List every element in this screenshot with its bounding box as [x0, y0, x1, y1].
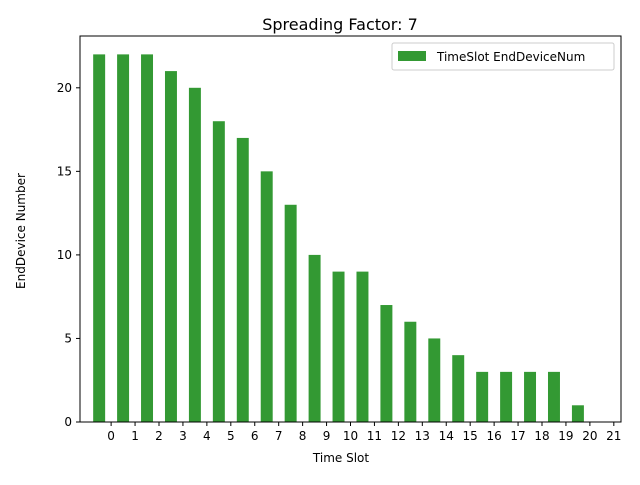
x-tick-label: 16	[486, 429, 501, 443]
bar-slot-19	[547, 371, 560, 422]
x-tick-label: 14	[439, 429, 454, 443]
bar-slot-12	[380, 305, 393, 422]
y-tick-label: 10	[57, 248, 72, 262]
x-tick-label: 0	[107, 429, 115, 443]
bar-slot-11	[356, 271, 369, 422]
bars-group	[93, 54, 584, 423]
bar-slot-2	[141, 54, 154, 422]
x-tick-label: 8	[299, 429, 307, 443]
x-tick-label: 17	[510, 429, 525, 443]
x-axis-ticks: 0 1 2 3 4 5 6 7 8 9 10 11 12 13 14 15 16 17 18 19 20 21	[107, 422, 621, 443]
bar-slot-4	[188, 87, 201, 423]
bar-slot-18	[524, 371, 537, 422]
bar-slot-0	[93, 54, 106, 422]
legend-label: TimeSlot EndDeviceNum	[436, 50, 585, 64]
x-tick-label: 2	[155, 429, 163, 443]
legend: TimeSlot EndDeviceNum	[391, 42, 615, 71]
bar-slot-9	[308, 254, 321, 422]
y-axis-ticks: 0 5 10 15 20	[57, 81, 80, 429]
x-tick-label: 11	[367, 429, 382, 443]
y-tick-label: 5	[64, 331, 72, 345]
legend-swatch	[398, 51, 426, 61]
bar-slot-3	[164, 71, 177, 422]
legend-box	[391, 42, 615, 71]
bar-slot-7	[260, 171, 273, 422]
x-tick-label: 3	[179, 429, 187, 443]
y-tick-label: 0	[64, 415, 72, 429]
bar-slot-10	[332, 271, 345, 422]
x-tick-label: 15	[463, 429, 478, 443]
x-tick-label: 5	[227, 429, 235, 443]
x-tick-label: 9	[323, 429, 331, 443]
plot-frame	[79, 35, 622, 423]
bar-slot-17	[500, 371, 513, 422]
bar-slot-14	[428, 338, 441, 422]
y-tick-label: 15	[57, 164, 72, 178]
x-tick-label: 13	[415, 429, 430, 443]
x-tick-label: 21	[606, 429, 621, 443]
bar-slot-15	[452, 355, 465, 422]
x-tick-label: 4	[203, 429, 211, 443]
x-tick-label: 6	[251, 429, 259, 443]
bar-slot-1	[117, 54, 130, 422]
x-tick-label: 12	[391, 429, 406, 443]
y-tick-label: 20	[57, 81, 72, 95]
chart-title: Spreading Factor: 7	[262, 15, 418, 34]
x-tick-label: 18	[534, 429, 549, 443]
x-tick-label: 20	[582, 429, 597, 443]
bar-slot-6	[236, 137, 249, 422]
bar-slot-20	[571, 405, 584, 422]
bar-slot-16	[476, 371, 489, 422]
x-tick-label: 1	[131, 429, 139, 443]
x-axis-label: Time Slot	[312, 451, 369, 465]
bar-slot-5	[212, 121, 225, 422]
x-tick-label: 7	[275, 429, 283, 443]
x-tick-label: 19	[558, 429, 573, 443]
bar-slot-8	[284, 204, 297, 422]
x-tick-label: 10	[343, 429, 358, 443]
y-axis-label: EndDevice Number	[14, 173, 28, 289]
bar-slot-13	[404, 321, 417, 422]
